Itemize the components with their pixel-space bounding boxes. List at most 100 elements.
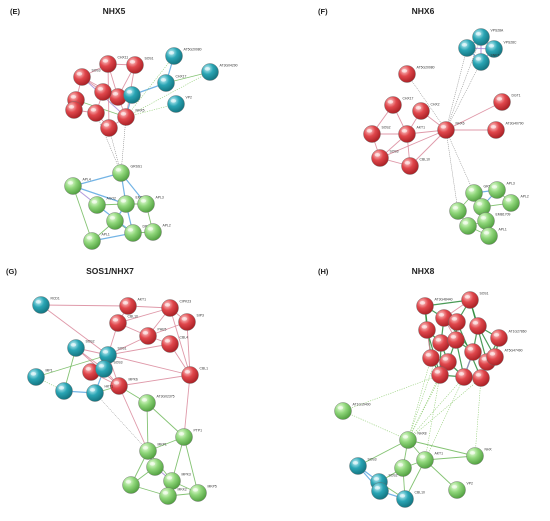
node-at3g40790[interactable]: AT3G40790 xyxy=(487,121,524,139)
node-at5g47490[interactable]: AT5G47490 xyxy=(486,348,523,366)
node-cbl4[interactable]: CBL4 xyxy=(161,335,189,353)
node-highlight xyxy=(164,303,171,307)
node-h_r9[interactable] xyxy=(439,353,457,371)
node-grss1[interactable]: GRSS1 xyxy=(112,164,143,182)
node-sip3[interactable]: SIP3 xyxy=(178,313,204,331)
node-h_r6[interactable] xyxy=(447,331,465,349)
node-label: AT3G40790 xyxy=(506,122,524,126)
node-nhx8[interactable]: NHX8 xyxy=(399,431,427,449)
node-g_g1[interactable] xyxy=(146,458,164,476)
node-emb1709[interactable]: EMB1709 xyxy=(477,212,511,230)
node-cipk23[interactable]: CIPK23 xyxy=(161,299,192,317)
node-apl1[interactable]: APL1 xyxy=(480,227,507,245)
node-apl2[interactable]: APL2 xyxy=(144,223,171,241)
node-at5g20080[interactable]: AT5G20080 xyxy=(398,65,435,83)
node-cbl1[interactable]: CBL1 xyxy=(181,366,209,384)
node-h_r13[interactable] xyxy=(472,369,490,387)
node-chx17[interactable]: CHX17 xyxy=(384,96,414,114)
node-at1g27860[interactable]: AT1G27860 xyxy=(490,329,527,347)
node-vp2[interactable]: VP2 xyxy=(448,481,474,499)
node-sphere xyxy=(137,195,155,213)
node-f_g3[interactable] xyxy=(459,217,477,235)
node-label: MPK6 xyxy=(129,378,138,382)
node-sos3[interactable]: SOS3 xyxy=(73,68,101,86)
node-h_r5[interactable] xyxy=(469,317,487,335)
node-mp1[interactable]: MP1 xyxy=(27,368,53,386)
node-h_t1[interactable] xyxy=(371,482,389,500)
node-sos1[interactable]: SOS1 xyxy=(99,346,127,364)
node-apl3[interactable]: APL3 xyxy=(488,181,515,199)
node-e_r2[interactable] xyxy=(87,104,105,122)
node-g_g2[interactable] xyxy=(122,476,140,494)
node-h_r2[interactable] xyxy=(448,313,466,331)
node-nhx6[interactable]: NHX6 xyxy=(437,121,465,139)
node-at5g20080[interactable]: AT5G20080 xyxy=(165,47,202,65)
node-e_r3[interactable] xyxy=(100,119,118,137)
node-apl3[interactable]: APL3 xyxy=(137,195,164,213)
node-h_r4[interactable] xyxy=(432,334,450,352)
node-sos2[interactable]: SOS2 xyxy=(363,125,391,143)
node-snf7[interactable]: SNF7 xyxy=(472,53,500,71)
node-apl2[interactable]: APL2 xyxy=(502,194,529,212)
node-apl1[interactable]: APL1 xyxy=(83,232,110,250)
node-sos3[interactable]: SOS3 xyxy=(349,457,377,475)
node-sos1[interactable]: SOS1 xyxy=(461,291,489,309)
node-mkk2[interactable]: MKK2 xyxy=(159,487,187,505)
node-apl4[interactable]: APL4 xyxy=(64,177,91,195)
node-vps28c[interactable]: VPS28C xyxy=(485,40,518,58)
node-phe5[interactable]: PHE5 xyxy=(139,327,167,345)
node-h_g1[interactable] xyxy=(394,459,412,477)
node-highlight xyxy=(112,318,119,322)
node-mpk6[interactable]: MPK6 xyxy=(110,377,138,395)
node-highlight xyxy=(442,357,449,361)
node-chx2[interactable]: CHX2 xyxy=(412,102,440,120)
node-f_g1[interactable] xyxy=(473,198,491,216)
node-h_r12[interactable] xyxy=(455,368,473,386)
node-cbl10[interactable]: CBL10 xyxy=(109,314,138,332)
node-akt1[interactable]: AKT1 xyxy=(398,125,426,143)
node-f_t1[interactable] xyxy=(458,39,476,57)
node-at1g19400[interactable]: AT1G19400 xyxy=(334,402,371,420)
node-akt1[interactable]: AKT1 xyxy=(416,451,444,469)
node-mkp1[interactable]: MKP1 xyxy=(139,442,167,460)
node-g_r1[interactable] xyxy=(82,363,100,381)
node-g_t1[interactable] xyxy=(55,382,73,400)
node-sos1[interactable]: SOS1 xyxy=(126,56,154,74)
node-sos2[interactable]: SOS2 xyxy=(67,339,95,357)
node-vps28a[interactable]: VPS28A xyxy=(472,28,505,46)
node-cbl10[interactable]: CBL10 xyxy=(401,157,430,175)
node-h_r7[interactable] xyxy=(464,343,482,361)
node-highlight xyxy=(102,59,109,63)
node-vp2[interactable]: VP2 xyxy=(167,95,193,113)
node-e_r1[interactable] xyxy=(94,83,112,101)
node-chx11[interactable]: CHX11 xyxy=(99,55,129,73)
node-mkp5[interactable]: MKP5 xyxy=(189,484,217,502)
node-sos3[interactable]: SOS3 xyxy=(371,149,399,167)
node-e_t1[interactable] xyxy=(123,86,141,104)
node-at3g48440[interactable]: AT3G48440 xyxy=(416,297,453,315)
node-cbl10[interactable]: CBL10 xyxy=(396,490,425,508)
node-nhx[interactable]: NHX xyxy=(466,447,493,465)
node-h_r8[interactable] xyxy=(422,349,440,367)
node-rcd1[interactable]: RCD1 xyxy=(32,296,60,314)
node-hkt1[interactable]: HKT1 xyxy=(86,384,114,402)
node-dgt1[interactable]: DGT1 xyxy=(493,93,521,111)
node-at3g04290[interactable]: AT3G04290 xyxy=(201,63,238,81)
node-sphere xyxy=(416,451,434,469)
node-sos3[interactable]: SOS3 xyxy=(95,360,123,378)
node-mpk3[interactable]: MPK3 xyxy=(163,472,191,490)
node-h_r11[interactable] xyxy=(431,366,449,384)
node-highlight xyxy=(115,168,122,172)
node-at3g02375[interactable]: AT3G02375 xyxy=(138,394,175,412)
node-chx17[interactable]: CHX17 xyxy=(157,74,187,92)
node-f_g2[interactable] xyxy=(449,202,467,220)
node-nhx5[interactable]: NHX5 xyxy=(117,108,145,126)
node-ptp1[interactable]: PTP1 xyxy=(175,428,203,446)
node-sphere xyxy=(431,366,449,384)
node-e_r4[interactable] xyxy=(65,101,83,119)
node-highlight xyxy=(67,181,74,185)
node-h_r3[interactable] xyxy=(418,321,436,339)
node-ago2[interactable]: AGO2 xyxy=(88,196,117,214)
node-e_g1[interactable] xyxy=(106,212,124,230)
node-akt1[interactable]: AKT1 xyxy=(119,297,147,315)
